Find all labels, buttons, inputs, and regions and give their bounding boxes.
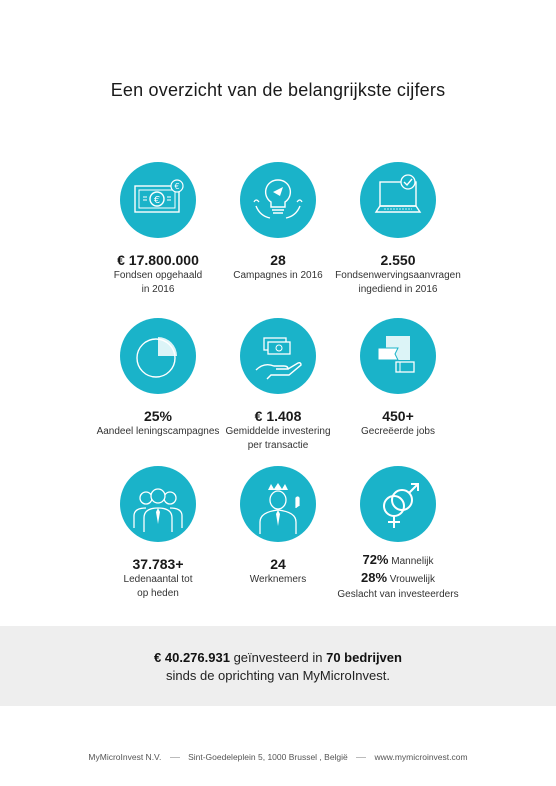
stat-employees: 24 Werknemers bbox=[193, 466, 363, 587]
summary-amount: € 40.276.931 bbox=[154, 650, 230, 665]
svg-text:€: € bbox=[154, 195, 160, 206]
female-share-label: Vrouwelijk bbox=[389, 574, 435, 585]
stat-members: 37.783+ Ledenaantal tot op heden bbox=[73, 466, 243, 601]
summary-companies: 70 bedrijven bbox=[326, 650, 402, 665]
stat-applications: 2.550 Fondsenwervingsaanvragen ingediend… bbox=[313, 162, 483, 297]
female-share-value: 28% bbox=[360, 570, 388, 585]
footer: MyMicroInvest N.V. Sint-Goedeleplein 5, … bbox=[0, 752, 556, 762]
stat-label: Ledenaantal tot op heden bbox=[123, 574, 193, 599]
footer-address: Sint-Goedeleplein 5, 1000 Brussel , Belg… bbox=[188, 752, 348, 762]
stat-label: Aandeel leningscampagnes bbox=[96, 426, 220, 437]
laptop-check-icon bbox=[360, 162, 436, 238]
stat-value: € 17.800.000 bbox=[117, 252, 199, 268]
male-share-value: 72% bbox=[362, 552, 389, 567]
stat-label: Gemiddelde investering per transactie bbox=[225, 426, 331, 451]
stat-value: 24 bbox=[270, 556, 286, 572]
stat-value: 2.550 bbox=[380, 252, 416, 268]
gender-symbols-icon bbox=[360, 466, 436, 542]
stat-loan-share: 25% Aandeel leningscampagnes bbox=[73, 318, 243, 439]
stat-label: Fondsen opgehaald in 2016 bbox=[113, 270, 203, 295]
page-title: Een overzicht van de belangrijkste cijfe… bbox=[110, 80, 446, 100]
stat-funds-raised: € € € 17.800.000 Fondsen opgehaald in 20… bbox=[73, 162, 243, 297]
stat-label: Campagnes in 2016 bbox=[233, 270, 323, 281]
stat-campaigns: 28 Campagnes in 2016 bbox=[193, 162, 363, 283]
summary-line: € 40.276.931 geïnvesteerd in 70 bedrijve… bbox=[0, 649, 556, 667]
svg-text:€: € bbox=[174, 182, 179, 191]
footer-separator bbox=[356, 757, 367, 759]
footer-separator bbox=[169, 757, 180, 759]
employee-icon bbox=[240, 466, 316, 542]
stat-average-investment: € 1.408 Gemiddelde investering per trans… bbox=[193, 318, 363, 453]
male-share-label: Mannelijk bbox=[391, 556, 434, 567]
gender-caption: Geslacht van investeerders bbox=[337, 589, 459, 600]
stat-value: 450+ bbox=[382, 408, 414, 424]
stat-value: 25% bbox=[143, 408, 173, 424]
summary-mid: geïnvesteerd in bbox=[233, 650, 323, 665]
lightbulb-icon bbox=[240, 162, 316, 238]
stat-jobs: 450+ Gecreëerde jobs bbox=[313, 318, 483, 439]
pie-chart-icon bbox=[120, 318, 196, 394]
stat-label: Werknemers bbox=[249, 574, 307, 585]
footer-company: MyMicroInvest N.V. bbox=[88, 752, 162, 762]
stat-value: 37.783+ bbox=[132, 556, 184, 572]
footer-website-link[interactable]: www.mymicroinvest.com bbox=[374, 752, 468, 762]
stat-value: 28 bbox=[270, 252, 286, 268]
hand-money-icon bbox=[240, 318, 316, 394]
stat-investor-gender: 72% Mannelijk 28% Vrouwelijk Geslacht va… bbox=[313, 466, 483, 602]
female-share: 28% Vrouwelijk bbox=[313, 570, 483, 588]
stat-value: € 1.408 bbox=[254, 408, 302, 424]
banknote-icon: € € bbox=[120, 162, 196, 238]
summary-band: € 40.276.931 geïnvesteerd in 70 bedrijve… bbox=[0, 626, 556, 706]
summary-subline: sinds de oprichting van MyMicroInvest. bbox=[166, 668, 390, 683]
stat-label: Gecreëerde jobs bbox=[361, 426, 435, 437]
people-group-icon bbox=[120, 466, 196, 542]
stat-label: Fondsenwervingsaanvragen ingediend in 20… bbox=[335, 270, 461, 295]
male-share: 72% Mannelijk bbox=[313, 552, 483, 570]
jobs-flag-icon bbox=[360, 318, 436, 394]
